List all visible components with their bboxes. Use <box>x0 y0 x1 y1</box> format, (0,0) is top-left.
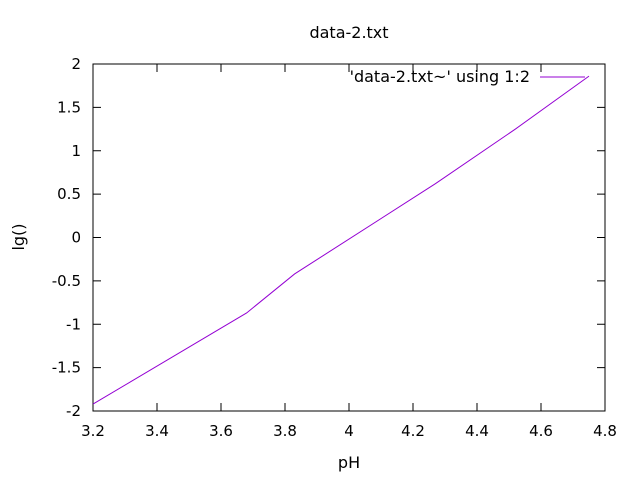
x-axis: 3.2 3.4 3.6 3.8 4 4.2 4.4 4.6 4.8 <box>81 64 617 440</box>
y-tick-label: 1.5 <box>57 98 81 116</box>
x-tick-label: 4.8 <box>593 422 617 440</box>
y-tick-label: 1 <box>71 142 81 160</box>
y-tick-label: -0.5 <box>52 272 81 290</box>
x-tick-label: 3.4 <box>145 422 169 440</box>
series-line <box>92 75 590 405</box>
chart-title: data-2.txt <box>309 23 388 42</box>
x-axis-title: pH <box>338 453 360 472</box>
y-tick-label: 2 <box>71 55 81 73</box>
y-axis: -2 -1.5 -1 -0.5 0 0.5 1 1.5 2 <box>52 55 605 420</box>
y-axis-title: lg() <box>9 223 28 250</box>
x-tick-label: 3.6 <box>209 422 233 440</box>
y-tick-label: -1.5 <box>52 359 81 377</box>
y-tick-label: 0 <box>71 229 81 247</box>
x-tick-label: 4.4 <box>465 422 489 440</box>
y-tick-label: -2 <box>66 402 81 420</box>
legend-label: 'data-2.txt~' using 1:2 <box>350 67 530 86</box>
legend: 'data-2.txt~' using 1:2 <box>350 67 585 86</box>
x-tick-label: 3.2 <box>81 422 105 440</box>
x-tick-label: 4 <box>344 422 354 440</box>
x-tick-label: 4.6 <box>529 422 553 440</box>
series-layer <box>92 75 590 405</box>
y-tick-label: 0.5 <box>57 185 81 203</box>
y-tick-label: -1 <box>66 315 81 333</box>
x-tick-label: 3.8 <box>273 422 297 440</box>
x-tick-label: 4.2 <box>401 422 425 440</box>
